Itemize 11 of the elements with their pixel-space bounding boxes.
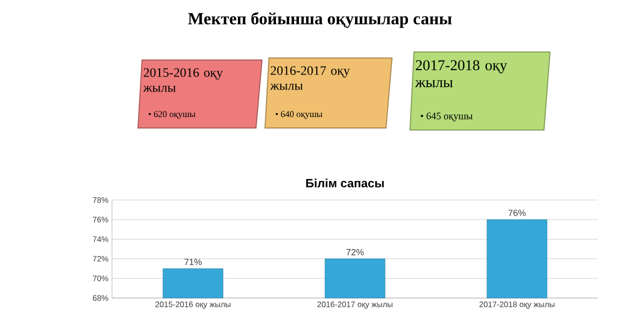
text: Мектеп бойынша оқушылар саны — [188, 12, 452, 28]
data-label: 76% — [508, 210, 526, 216]
text: • 640 оқушы — [276, 111, 322, 119]
text: 2015-2016 оқу жылы — [143, 68, 223, 92]
data-label: 72% — [346, 248, 364, 256]
text: • 645 оқушы — [420, 112, 473, 122]
text: • 620 оқушы — [148, 111, 196, 119]
data-label: 71% — [184, 258, 202, 266]
text: 2017-2018 оқу жылы — [415, 60, 508, 88]
chart-title: Білім сапасы — [306, 178, 384, 188]
text: 2016-2017 оқу жылы — [270, 66, 350, 90]
